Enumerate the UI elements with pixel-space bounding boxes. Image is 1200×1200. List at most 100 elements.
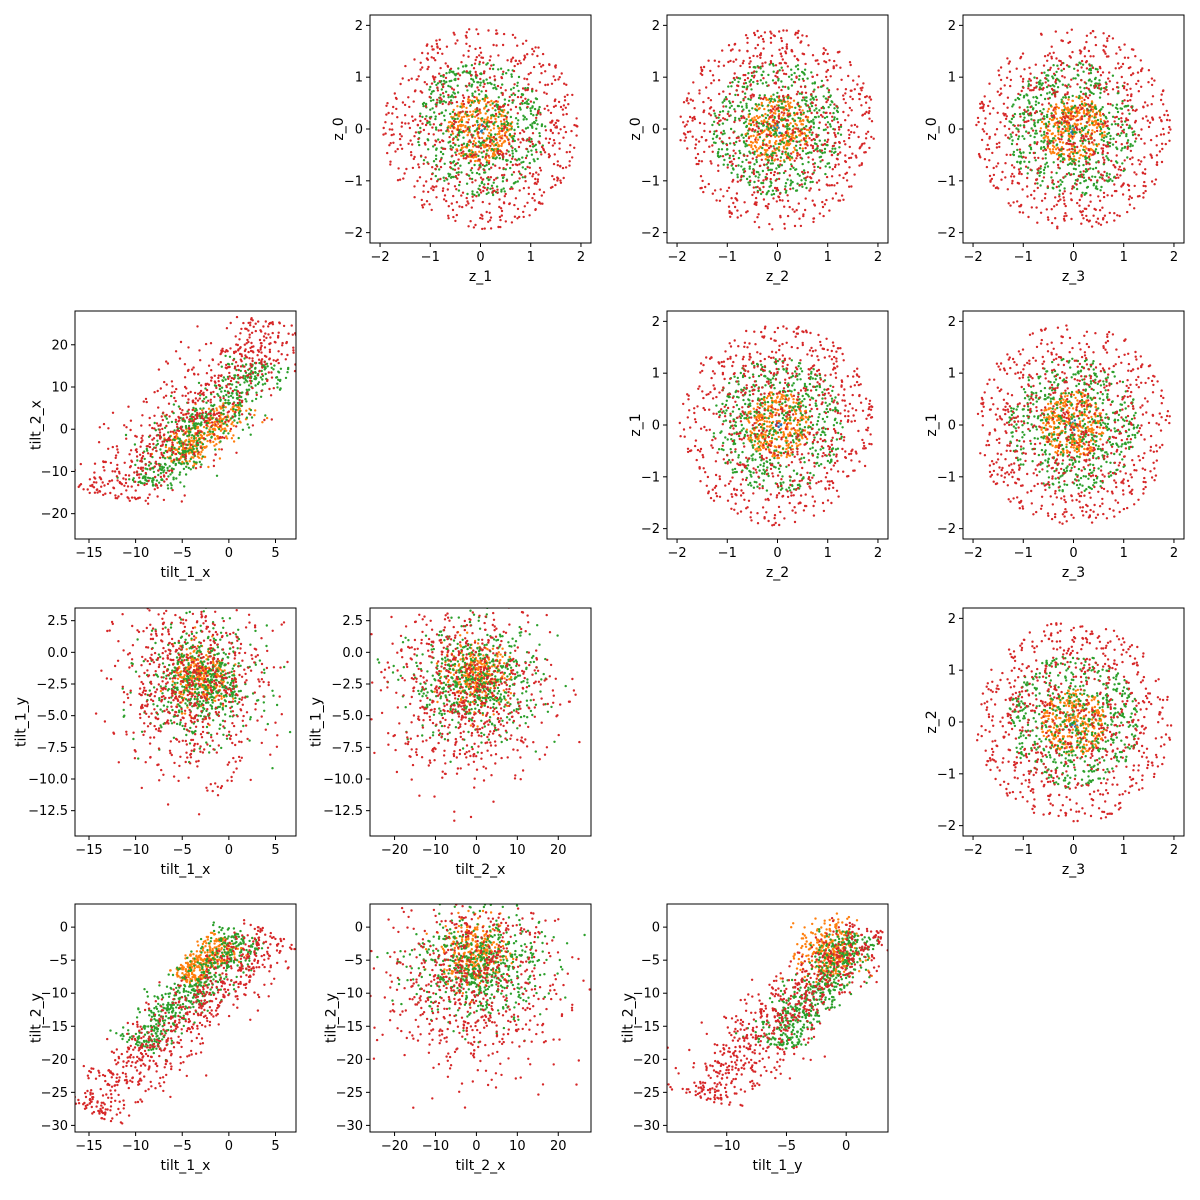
scatter-point [1150,103,1153,106]
scatter-point [465,196,468,200]
scatter-point [533,199,536,202]
scatter-point [832,111,835,115]
scatter-point [481,200,484,204]
scatter-point [521,176,524,179]
scatter-point [440,88,443,91]
scatter-point [537,173,540,176]
scatter-point [746,77,750,80]
scatter-point [760,120,763,123]
scatter-point [1101,123,1104,126]
scatter-point [512,182,516,185]
scatter-point [1070,115,1073,118]
scatter-point [465,173,468,176]
scatter-point [1120,75,1124,79]
scatter-point [976,116,980,120]
scatter-point [1059,130,1063,133]
scatter-point [698,159,701,163]
scatter-point [793,224,797,228]
scatter-point [382,133,385,136]
scatter-point [387,111,390,115]
scatter-point [1160,93,1163,96]
scatter-point [1089,179,1093,182]
scatter-point [488,59,491,62]
scatter-point [532,158,535,161]
scatter-point [540,153,543,156]
scatter-point [801,149,805,153]
scatter-point [502,104,506,107]
scatter-point [1125,142,1129,145]
scatter-point [793,159,796,162]
scatter-point [1026,106,1029,109]
scatter-point [473,115,477,119]
scatter-point [759,67,762,70]
scatter-point [524,127,528,130]
scatter-point [833,165,837,169]
scatter-point [695,138,698,141]
scatter-point [546,83,550,86]
scatter-point [723,118,727,121]
scatter-point [445,45,449,48]
scatter-point [525,100,528,103]
scatter-point [979,102,982,106]
scatter-point [1085,86,1088,90]
scatter-point [505,117,508,121]
scatter-point [417,137,420,141]
scatter-point [1076,83,1079,86]
scatter-point [740,105,744,108]
scatter-point [839,151,842,154]
scatter-point [482,132,485,135]
scatter-point [703,129,706,133]
scatter-point [1089,167,1092,170]
scatter-point [1068,148,1071,151]
scatter-point [1087,220,1091,223]
scatter-point [511,146,514,149]
scatter-point [786,199,790,203]
scatter-point [778,199,782,202]
scatter-point [828,150,832,153]
scatter-point [761,104,764,108]
scatter-point [769,184,773,187]
y-tick-label: 0 [355,123,363,138]
scatter-point [1054,217,1057,220]
scatter-point [838,174,841,177]
scatter-point [788,113,791,116]
scatter-point [1092,55,1095,58]
scatter-point [1032,119,1035,122]
scatter-point [868,117,871,120]
scatter-point [822,95,825,98]
scatter-point [765,98,768,102]
scatter-point [794,144,798,147]
scatter-point [1108,145,1112,148]
scatter-point [765,193,768,196]
scatter-point [847,129,850,132]
scatter-point [766,122,769,126]
scatter-point [737,136,740,139]
scatter-point [535,97,539,101]
scatter-point [808,121,811,124]
scatter-point [734,110,737,113]
scatter-point [1113,212,1116,215]
scatter-point [510,125,513,128]
scatter-point [533,160,536,163]
scatter-point [1107,176,1110,179]
scatter-point [499,207,503,210]
scatter-point [475,145,478,148]
scatter-point [507,138,510,141]
scatter-point [1125,88,1128,92]
scatter-point [1029,143,1032,147]
scatter-point [747,143,751,147]
scatter-point [422,159,426,162]
scatter-point [833,116,836,119]
scatter-point [1113,183,1116,186]
scatter-point [426,52,430,55]
scatter-point [718,137,721,140]
scatter-point [447,205,450,208]
scatter-point [434,154,438,157]
scatter-point [859,87,862,90]
scatter-point [1021,188,1024,191]
scatter-point [526,88,529,92]
scatter-point [756,130,760,133]
scatter-point [802,96,805,99]
scatter-point [792,99,796,102]
scatter-point [1009,204,1012,207]
